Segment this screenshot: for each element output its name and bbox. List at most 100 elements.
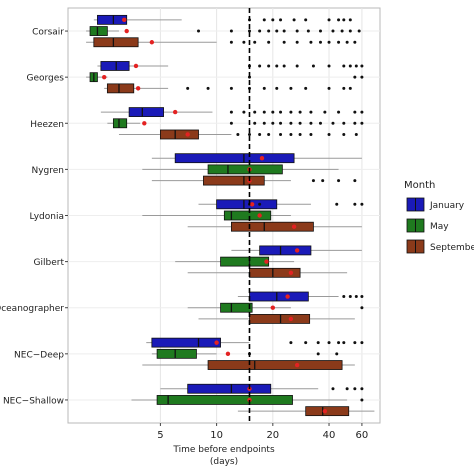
outlier-point	[335, 352, 339, 356]
mean-point	[172, 109, 178, 115]
outlier-point	[267, 29, 271, 33]
outlier-point	[321, 179, 325, 183]
box	[249, 314, 311, 324]
outlier-point	[327, 64, 331, 68]
outlier-point	[337, 18, 341, 22]
outlier-point	[360, 110, 364, 114]
mean-point	[214, 340, 219, 345]
outlier-point	[337, 341, 341, 345]
outlier-point	[353, 40, 357, 44]
mean-point	[257, 213, 262, 218]
box	[159, 129, 199, 140]
mean-point	[291, 224, 297, 229]
outlier-point	[306, 29, 310, 33]
y-tick-label: Nygren	[31, 166, 64, 176]
outlier-point	[258, 132, 262, 136]
outlier-point	[229, 86, 233, 90]
mean-point	[124, 28, 129, 34]
outlier-point	[304, 18, 308, 22]
box	[230, 221, 314, 232]
outlier-point	[316, 352, 320, 356]
mean-point	[133, 63, 139, 69]
y-tick-label: Georges	[27, 74, 65, 84]
mean-point	[135, 86, 141, 91]
outlier-point	[360, 202, 364, 206]
box	[259, 245, 312, 256]
y-tick-label: Lydonia	[30, 212, 64, 222]
outlier-point	[318, 40, 322, 44]
outlier-point	[337, 40, 341, 44]
outlier-point	[275, 64, 279, 68]
mean-point	[247, 397, 252, 403]
box	[249, 291, 309, 302]
outlier-point	[279, 110, 283, 114]
outlier-point	[354, 295, 358, 299]
mean-point	[249, 202, 255, 207]
outlier-point	[348, 64, 352, 68]
x-axis-unit: (days)	[210, 457, 238, 467]
outlier-point	[271, 18, 275, 22]
outlier-point	[353, 179, 357, 183]
outlier-point	[292, 18, 296, 22]
mean-point	[264, 259, 269, 264]
legend-label: January	[429, 201, 465, 211]
outlier-point	[253, 110, 257, 114]
outlier-point	[311, 64, 315, 68]
outlier-point	[282, 64, 286, 68]
outlier-point	[229, 40, 233, 44]
outlier-point	[348, 29, 352, 33]
outlier-point	[331, 29, 335, 33]
outlier-point	[342, 132, 346, 136]
outlier-point	[353, 75, 357, 79]
outlier-point	[247, 132, 251, 136]
outlier-point	[345, 40, 349, 44]
mean-point	[142, 121, 147, 126]
outlier-point	[262, 121, 266, 125]
outlier-point	[304, 86, 308, 90]
box	[207, 360, 343, 370]
box	[216, 199, 278, 210]
outlier-point	[342, 121, 346, 125]
mean-point	[285, 294, 290, 299]
outlier-point	[309, 110, 313, 114]
y-tick-label: NEC−Deep	[14, 350, 64, 360]
outlier-point	[335, 202, 339, 206]
outlier-point	[262, 110, 266, 114]
outlier-point	[327, 86, 331, 90]
outlier-point	[282, 40, 286, 44]
mean-point	[288, 270, 294, 276]
outlier-point	[348, 18, 352, 22]
outlier-point	[337, 110, 341, 114]
outlier-point	[289, 121, 293, 125]
y-tick-label: Heezen	[30, 120, 64, 130]
mean-point	[322, 408, 328, 414]
y-tick-label: Oceanographer	[0, 304, 64, 314]
outlier-point	[348, 86, 352, 90]
outlier-point	[327, 40, 331, 44]
x-tick-label: 20	[266, 430, 279, 441]
outlier-point	[354, 64, 358, 68]
box	[220, 302, 253, 313]
outlier-point	[342, 64, 346, 68]
outlier-point	[354, 132, 358, 136]
outlier-point	[279, 121, 283, 125]
box	[106, 83, 135, 94]
outlier-point	[342, 341, 346, 345]
outlier-point	[323, 110, 327, 114]
outlier-point	[267, 132, 271, 136]
outlier-point	[353, 341, 357, 345]
outlier-point	[342, 295, 346, 299]
outlier-point	[247, 29, 251, 33]
outlier-point	[353, 202, 357, 206]
legend-label: September	[430, 243, 474, 253]
box	[156, 348, 197, 359]
outlier-point	[360, 387, 364, 391]
outlier-point	[267, 40, 271, 44]
outlier-point	[289, 110, 293, 114]
box	[203, 175, 265, 186]
outlier-point	[258, 64, 262, 68]
outlier-point	[304, 341, 308, 345]
mean-point	[185, 132, 190, 137]
outlier-point	[258, 202, 262, 206]
outlier-point	[267, 64, 271, 68]
